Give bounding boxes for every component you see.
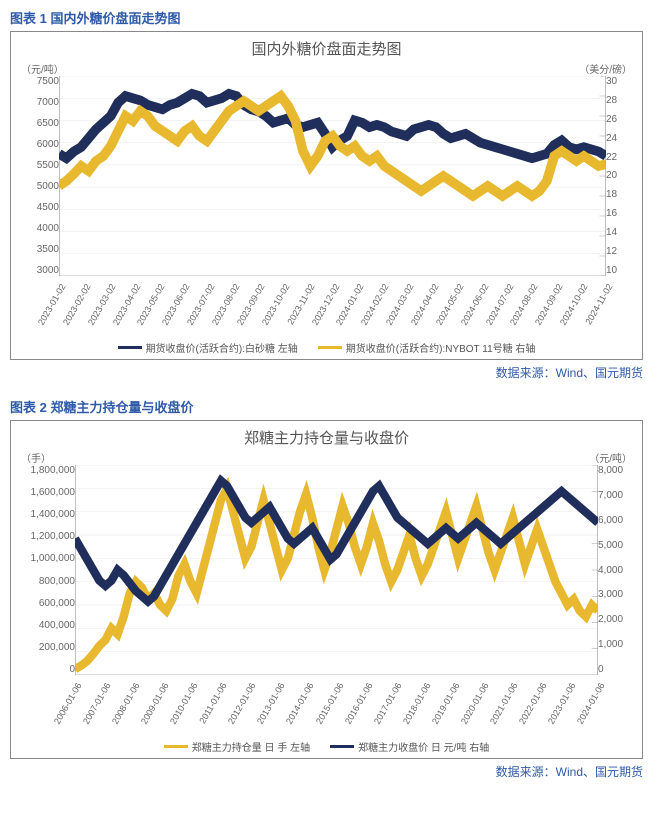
y-tick-right: 4,000 xyxy=(598,565,634,576)
legend-label: 期货收盘价(活跃合约):白砂糖 左轴 xyxy=(146,340,298,355)
x-tick: 2018-01-06 xyxy=(401,681,433,726)
x-tick: 2010-01-06 xyxy=(168,681,200,726)
chart-1-right-unit: （美分/磅） xyxy=(579,61,632,76)
x-tick: 2015-01-06 xyxy=(313,681,345,726)
chart-2-title: 郑糖主力持仓量与收盘价 xyxy=(19,427,634,448)
y-tick-right: 22 xyxy=(606,152,634,163)
x-tick: 2017-01-06 xyxy=(372,681,404,726)
y-tick-right: 2,000 xyxy=(598,614,634,625)
y-tick-right: 24 xyxy=(606,133,634,144)
legend-swatch xyxy=(164,745,188,748)
chart-2-plot: 1,800,000 1,600,000 1,400,000 1,200,000 1,00… xyxy=(19,465,634,675)
y-tick-left: 4000 xyxy=(19,223,59,234)
y-tick-left: 400,000 xyxy=(19,620,75,631)
y-tick-left: 6500 xyxy=(19,118,59,129)
x-tick: 2009-01-06 xyxy=(139,681,171,726)
y-tick-left: 7000 xyxy=(19,97,59,108)
y-tick-left: 1,600,000 xyxy=(19,487,75,498)
legend-swatch xyxy=(118,346,142,349)
y-tick-left: 600,000 xyxy=(19,598,75,609)
y-tick-right: 16 xyxy=(606,208,634,219)
y-tick-right: 14 xyxy=(606,227,634,238)
y-tick-left: 3000 xyxy=(19,265,59,276)
chart-1-source: 数据来源：Wind、国元期货 xyxy=(10,364,643,381)
x-tick: 2022-01-06 xyxy=(517,681,549,726)
x-tick: 2007-01-06 xyxy=(81,681,113,726)
figure-1-caption: 图表 1 国内外糖价盘面走势图 xyxy=(10,8,643,27)
y-tick-right: 6,000 xyxy=(598,515,634,526)
x-tick: 2021-01-06 xyxy=(488,681,520,726)
legend-label: 期货收盘价(活跃合约):NYBOT 11号糖 右轴 xyxy=(346,340,536,355)
chart-2-unit-row: （手） （元/吨） xyxy=(19,450,634,465)
y-tick-right: 0 xyxy=(598,664,634,675)
legend-item: 郑糖主力收盘价 日 元/吨 右轴 xyxy=(330,739,489,754)
y-tick-left: 4500 xyxy=(19,202,59,213)
chart-1-legend: 期货收盘价(活跃合约):白砂糖 左轴 期货收盘价(活跃合约):NYBOT 11号糖… xyxy=(19,340,634,355)
x-tick: 2016-01-06 xyxy=(343,681,375,726)
y-tick-right: 10 xyxy=(606,265,634,276)
x-tick: 2012-01-06 xyxy=(226,681,258,726)
x-tick: 2011-01-06 xyxy=(198,681,229,725)
chart-1-plot: 7500 7000 6500 6000 5500 5000 4500 4000 3500 3000… xyxy=(19,76,634,276)
chart-2-box: 郑糖主力持仓量与收盘价 （手） （元/吨） 1,800,000 1,600,000… xyxy=(10,420,643,759)
series-line xyxy=(59,94,606,158)
chart-1-title: 国内外糖价盘面走势图 xyxy=(19,38,634,59)
chart-2-x-ticks: 2006-01-062007-01-062008-01-062009-01-06… xyxy=(75,675,598,735)
y-tick-left: 5000 xyxy=(19,181,59,192)
y-tick-left: 6000 xyxy=(19,139,59,150)
y-tick-right: 1,000 xyxy=(598,639,634,650)
chart-svg xyxy=(59,76,606,276)
y-tick-left: 200,000 xyxy=(19,642,75,653)
chart-2-source: 数据来源：Wind、国元期货 xyxy=(10,763,643,780)
y-tick-left: 3500 xyxy=(19,244,59,255)
legend-item: 期货收盘价(活跃合约):NYBOT 11号糖 右轴 xyxy=(318,340,536,355)
chart-1-box: 国内外糖价盘面走势图 （元/吨） （美分/磅） 7500 7000 6500 6000… xyxy=(10,31,643,360)
y-tick-left: 5500 xyxy=(19,160,59,171)
y-tick-left: 1,400,000 xyxy=(19,509,75,520)
y-tick-left: 800,000 xyxy=(19,576,75,587)
x-tick: 2019-01-06 xyxy=(430,681,462,726)
figure-2: 图表 2 郑糖主力持仓量与收盘价 郑糖主力持仓量与收盘价 （手） （元/吨） 1… xyxy=(10,397,643,780)
x-tick: 2023-01-06 xyxy=(546,681,578,726)
chart-1-x-ticks: 2023-01-022023-02-022023-03-022023-04-02… xyxy=(59,276,606,336)
legend-swatch xyxy=(318,346,342,349)
x-tick: 2020-01-06 xyxy=(459,681,491,726)
chart-2-legend: 郑糖主力持仓量 日 手 左轴 郑糖主力收盘价 日 元/吨 右轴 xyxy=(19,739,634,754)
legend-label: 郑糖主力收盘价 日 元/吨 右轴 xyxy=(358,739,489,754)
x-tick: 2024-01-06 xyxy=(575,681,607,726)
chart-1-unit-row: （元/吨） （美分/磅） xyxy=(19,61,634,76)
x-tick: 2006-01-06 xyxy=(52,681,84,726)
x-tick: 2013-01-06 xyxy=(255,681,287,726)
chart-1-left-unit: （元/吨） xyxy=(21,61,64,76)
chart-2-right-unit: （元/吨） xyxy=(589,450,632,465)
figure-2-caption: 图表 2 郑糖主力持仓量与收盘价 xyxy=(10,397,643,416)
legend-item: 期货收盘价(活跃合约):白砂糖 左轴 xyxy=(118,340,298,355)
y-tick-left: 1,200,000 xyxy=(19,531,75,542)
y-tick-right: 26 xyxy=(606,114,634,125)
y-tick-right: 3,000 xyxy=(598,589,634,600)
y-tick-right: 18 xyxy=(606,189,634,200)
y-tick-right: 12 xyxy=(606,246,634,257)
chart-2-left-unit: （手） xyxy=(21,450,51,465)
figure-1: 图表 1 国内外糖价盘面走势图 国内外糖价盘面走势图 （元/吨） （美分/磅） … xyxy=(10,8,643,381)
y-tick-right: 7,000 xyxy=(598,490,634,501)
y-tick-left: 7500 xyxy=(19,76,59,87)
legend-item: 郑糖主力持仓量 日 手 左轴 xyxy=(164,739,310,754)
y-tick-right: 8,000 xyxy=(598,465,634,476)
y-tick-left: 1,800,000 xyxy=(19,465,75,476)
y-tick-right: 5,000 xyxy=(598,540,634,551)
y-tick-left: 1,000,000 xyxy=(19,553,75,564)
y-tick-left: 0 xyxy=(19,664,75,675)
x-tick: 2008-01-06 xyxy=(110,681,142,726)
y-tick-right: 30 xyxy=(606,76,634,87)
series-line xyxy=(75,488,598,669)
x-tick: 2014-01-06 xyxy=(284,681,316,726)
y-tick-right: 20 xyxy=(606,170,634,181)
legend-swatch xyxy=(330,745,354,748)
legend-label: 郑糖主力持仓量 日 手 左轴 xyxy=(192,739,310,754)
chart-svg xyxy=(75,465,598,675)
y-tick-right: 28 xyxy=(606,95,634,106)
